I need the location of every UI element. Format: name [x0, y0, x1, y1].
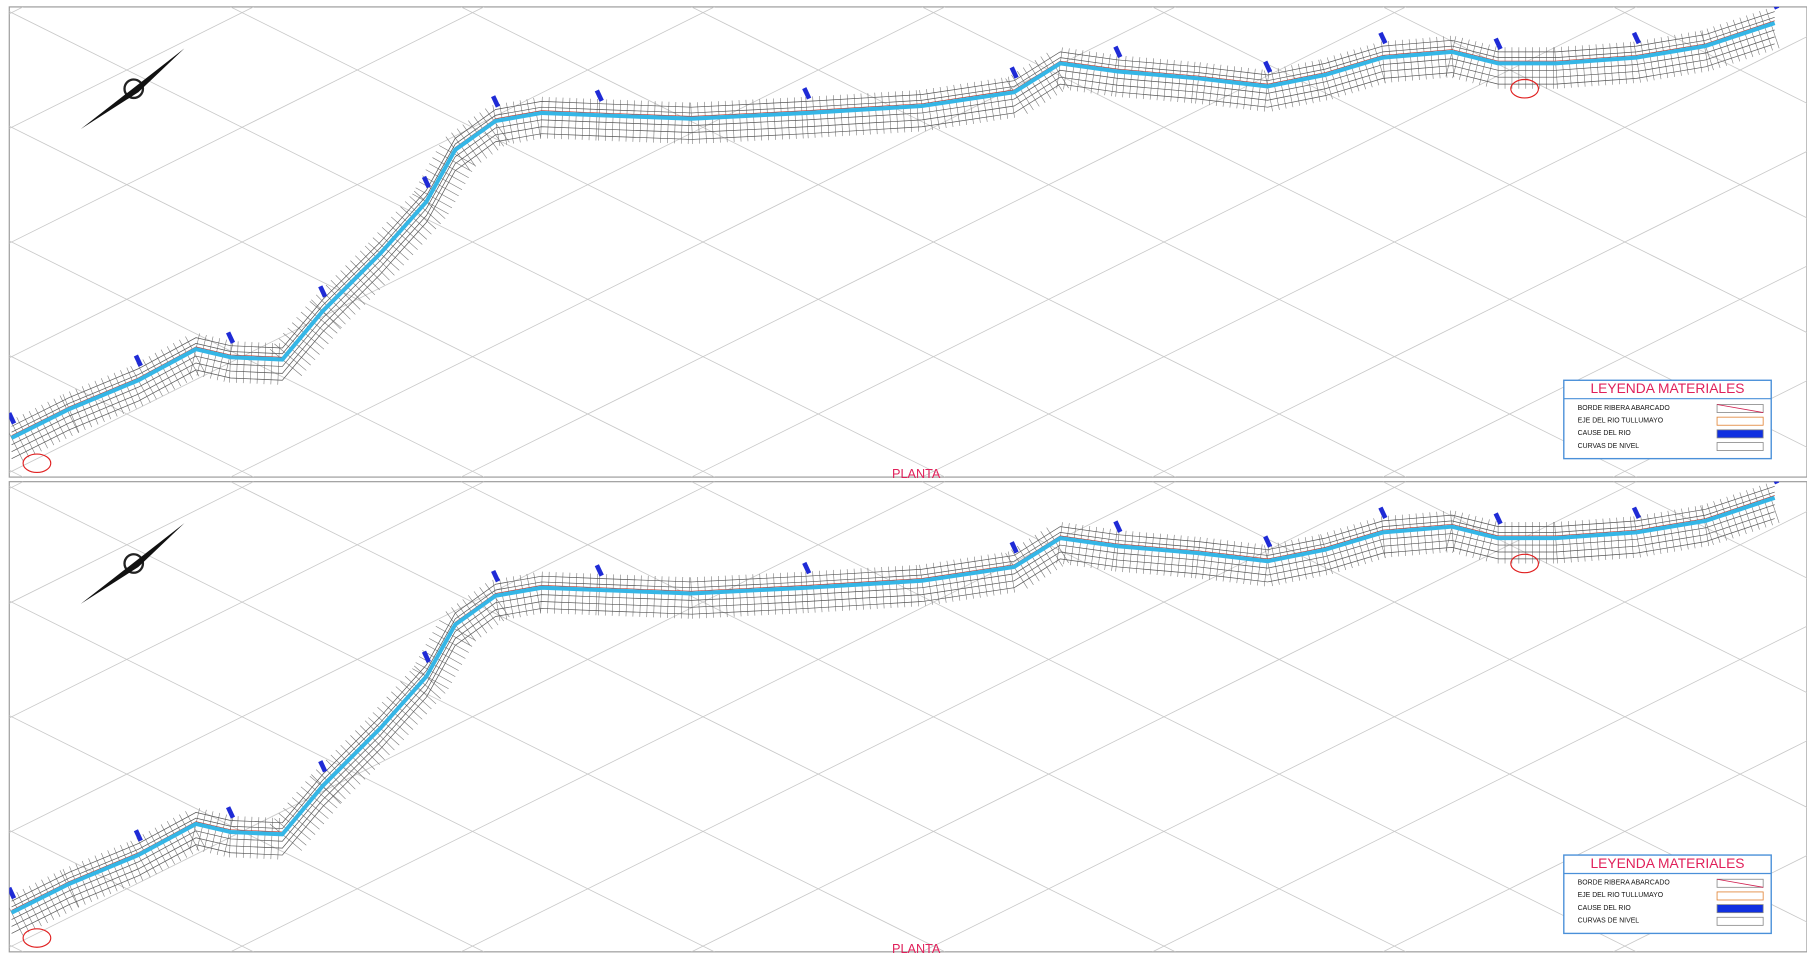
legend-item: EJE DEL RIO TULLUMAYO [1578, 892, 1664, 899]
legend-item: EJE DEL RIO TULLUMAYO [1578, 417, 1664, 424]
legend-item: CAUSE DEL RIO [1578, 430, 1632, 437]
legend-title: LEYENDA MATERIALES [1590, 380, 1744, 396]
legend-item: BORDE RIBERA ABARCADO [1578, 880, 1671, 887]
legend-item: BORDE RIBERA ABARCADO [1578, 405, 1671, 412]
plan-label: PLANTA [892, 942, 941, 953]
legend-symbol [1717, 892, 1763, 900]
legend-item: CAUSE DEL RIO [1578, 905, 1632, 912]
legend-item: CURVAS DE NIVEL [1578, 918, 1640, 925]
cad-view: LEYENDA MATERIALES BORDE RIBERA ABARCADO E… [0, 0, 1807, 953]
drawing-panel: LEYENDA MATERIALES BORDE RIBERA ABARCADO E… [0, 472, 1807, 953]
legend-item: CURVAS DE NIVEL [1578, 443, 1640, 450]
plan-label: PLANTA [892, 467, 941, 481]
page: LEYENDA MATERIALES BORDE RIBERA ABARCADO E… [0, 0, 1807, 953]
legend-title: LEYENDA MATERIALES [1590, 855, 1744, 871]
drawing-panel: LEYENDA MATERIALES BORDE RIBERA ABARCADO E… [0, 0, 1807, 481]
legend-symbol [1717, 430, 1763, 438]
legend-symbol [1717, 905, 1763, 913]
legend-symbol [1717, 917, 1763, 925]
legend-symbol [1717, 417, 1763, 425]
legend-symbol [1717, 443, 1763, 451]
